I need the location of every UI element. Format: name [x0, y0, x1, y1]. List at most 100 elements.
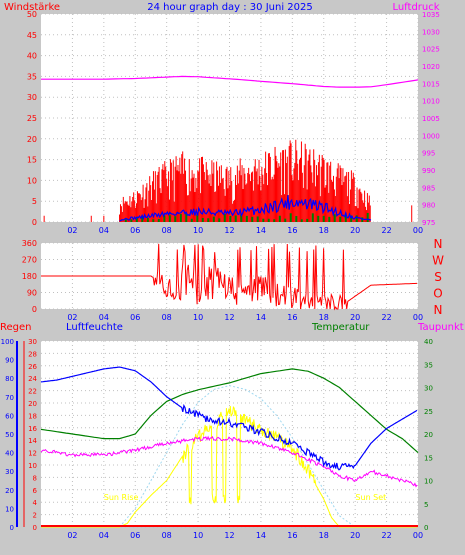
humidity-tick-label: 50 — [5, 431, 14, 439]
rain-tick-label: 28 — [28, 350, 37, 358]
temperature-tick-label: 5 — [424, 501, 428, 509]
rain-tick-label: 26 — [28, 363, 37, 371]
humidity-tick-label: 90 — [5, 357, 14, 365]
x-tick-label: 22 — [381, 531, 391, 540]
wind-tick-label: 25 — [27, 114, 37, 123]
direction-letter: N — [434, 237, 443, 251]
x-tick-label: 18 — [319, 226, 329, 235]
rain-tick-label: 22 — [28, 388, 37, 396]
rain-tick-label: 30 — [28, 338, 37, 346]
pressure-tick-label: 1025 — [422, 46, 440, 54]
rain-tick-label: 4 — [33, 499, 38, 507]
x-tick-label: 12 — [224, 313, 234, 322]
humidity-tick-label: 40 — [5, 450, 14, 458]
wind-mean-line — [119, 195, 372, 222]
rain-tick-label: 20 — [28, 400, 37, 408]
x-tick-label: 12 — [224, 226, 234, 235]
label-temperatur: Temperatur — [311, 322, 370, 333]
x-tick-label: 06 — [130, 313, 140, 322]
dewpoint-line — [40, 435, 418, 488]
x-tick-label: 16 — [287, 531, 297, 540]
x-tick-label: 22 — [381, 313, 391, 322]
direction-tick-label: 180 — [22, 272, 37, 281]
temperature-tick-label: 40 — [424, 338, 433, 346]
x-tick-label: 02 — [67, 531, 77, 540]
pressure-tick-label: 1015 — [422, 80, 440, 88]
wind-tick-label: 15 — [27, 156, 37, 165]
direction-tick-label: 270 — [22, 256, 37, 265]
wind-direction-line — [41, 243, 418, 311]
pressure-tick-label: 1010 — [422, 98, 440, 106]
x-tick-label: 04 — [99, 531, 109, 540]
wind-tick-label: 40 — [27, 52, 37, 61]
wind-tick-label: 0 — [32, 218, 37, 227]
pressure-tick-label: 1035 — [422, 11, 440, 19]
wind-tick-label: 50 — [27, 10, 37, 19]
x-tick-label: 00 — [413, 313, 423, 322]
rain-tick-label: 0 — [33, 524, 37, 532]
wind-tick-label: 35 — [27, 72, 37, 81]
direction-letter: O — [433, 287, 442, 301]
rain-tick-label: 2 — [33, 512, 37, 520]
x-tick-label: 10 — [193, 226, 203, 235]
humidity-tick-label: 80 — [5, 375, 14, 383]
sunrise-label: Sun Rise — [104, 493, 139, 502]
wind-tick-label: 5 — [32, 197, 37, 206]
humidity-tick-label: 70 — [5, 394, 14, 402]
pressure-tick-label: 975 — [422, 219, 435, 227]
x-tick-label: 14 — [256, 226, 266, 235]
pressure-tick-label: 1030 — [422, 28, 440, 36]
humidity-tick-label: 30 — [5, 468, 14, 476]
temperature-tick-label: 20 — [424, 431, 433, 439]
x-tick-label: 16 — [287, 226, 297, 235]
chart-title: 24 hour graph day : 30 Juni 2025 — [147, 2, 313, 13]
x-tick-label: 08 — [162, 313, 172, 322]
x-tick-label: 00 — [413, 226, 423, 235]
rain-tick-label: 14 — [28, 437, 37, 445]
x-tick-label: 14 — [256, 531, 266, 540]
direction-tick-label: 360 — [22, 239, 37, 248]
pressure-tick-label: 990 — [422, 167, 435, 175]
temperature-tick-label: 0 — [424, 524, 428, 532]
x-tick-label: 04 — [99, 226, 109, 235]
x-tick-label: 10 — [193, 531, 203, 540]
label-regen: Regen — [0, 322, 32, 333]
x-tick-label: 20 — [350, 531, 360, 540]
wind-tick-label: 20 — [27, 135, 37, 144]
x-tick-label: 12 — [224, 531, 234, 540]
rain-tick-label: 18 — [28, 412, 37, 420]
sunset-label: Sun Set — [355, 493, 386, 502]
x-tick-label: 06 — [130, 531, 140, 540]
x-tick-label: 06 — [130, 226, 140, 235]
x-tick-label: 08 — [162, 226, 172, 235]
pressure-tick-label: 1000 — [422, 132, 440, 140]
pressure-axis-label: Luftdruck — [392, 2, 439, 13]
pressure-tick-label: 1005 — [422, 115, 440, 123]
direction-tick-label: 90 — [27, 289, 37, 298]
x-tick-label: 20 — [350, 226, 360, 235]
solar-max-line — [119, 385, 356, 528]
pressure-tick-label: 995 — [422, 150, 435, 158]
wind-tick-label: 10 — [27, 176, 37, 185]
rain-tick-label: 6 — [33, 487, 38, 495]
humidity-tick-label: 60 — [5, 412, 14, 420]
temperature-tick-label: 30 — [424, 385, 433, 393]
label-luftfeuchte: Luftfeuchte — [66, 322, 123, 333]
temperature-tick-label: 35 — [424, 361, 433, 369]
rain-tick-label: 24 — [28, 375, 37, 383]
x-tick-label: 18 — [319, 313, 329, 322]
rain-tick-label: 10 — [28, 462, 37, 470]
rain-tick-label: 12 — [28, 450, 37, 458]
wind-tick-label: 30 — [27, 93, 37, 102]
x-tick-label: 14 — [256, 313, 266, 322]
x-tick-label: 02 — [67, 226, 77, 235]
rain-tick-label: 16 — [28, 425, 37, 433]
direction-tick-label: 0 — [32, 305, 37, 314]
direction-letter: N — [434, 303, 443, 317]
wind-tick-label: 45 — [27, 31, 37, 40]
x-tick-label: 10 — [193, 313, 203, 322]
x-tick-label: 00 — [413, 531, 423, 540]
pressure-line — [41, 75, 419, 88]
